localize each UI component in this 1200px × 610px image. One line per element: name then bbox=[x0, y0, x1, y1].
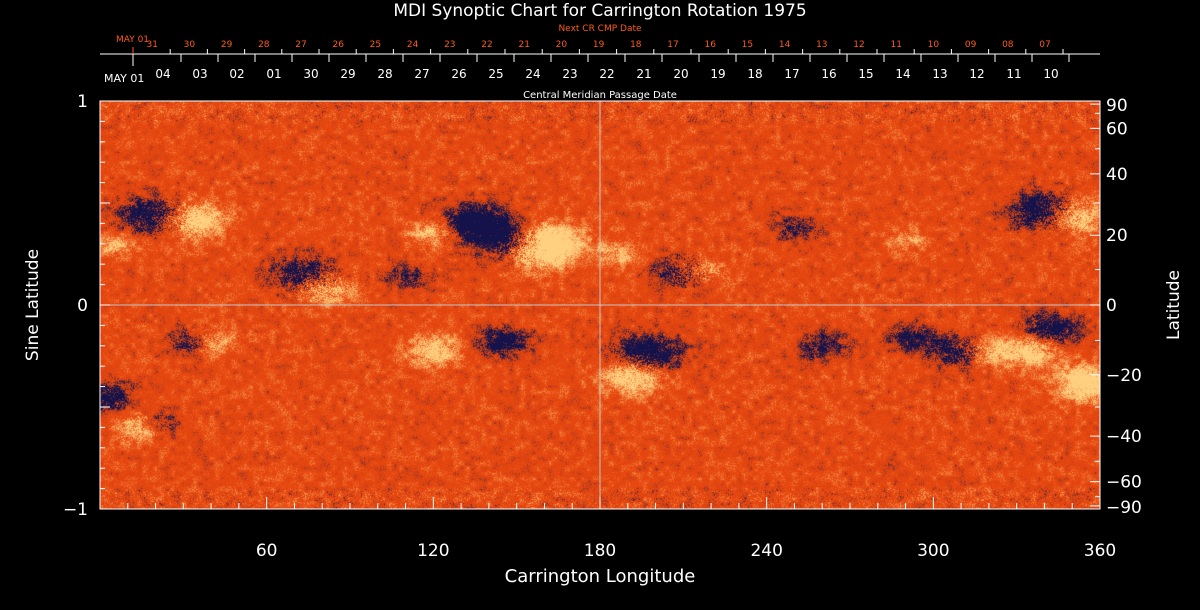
next-cr-date: 26 bbox=[332, 40, 344, 50]
y-right-tick-label: −90 bbox=[1106, 498, 1142, 518]
cmp-date: 27 bbox=[414, 67, 429, 81]
cmp-date-ticks: 04 03 02 01 30 29 28 27 26 25 24 23 22 21 20 19 18 17 16 15… bbox=[132, 54, 1070, 81]
x-tick-label: 180 bbox=[584, 541, 616, 561]
y-right-tick-label: −20 bbox=[1106, 366, 1142, 386]
cmp-axis-label: Central Meridian Passage Date bbox=[523, 90, 677, 101]
cmp-date: 10 bbox=[1043, 67, 1058, 81]
y-axis-right-label: Latitude bbox=[1164, 270, 1184, 340]
next-cr-date: 20 bbox=[556, 40, 568, 50]
next-cr-date: 28 bbox=[258, 40, 270, 50]
next-cr-date: 24 bbox=[407, 40, 419, 50]
x-tick-label: 60 bbox=[256, 541, 278, 561]
y-axis-left-label: Sine Latitude bbox=[23, 249, 43, 361]
cmp-date: 22 bbox=[599, 67, 614, 81]
cmp-date: 02 bbox=[229, 67, 244, 81]
cmp-date: 21 bbox=[636, 67, 651, 81]
next-cr-date-ticks: 31 30 29 28 27 26 25 24 23 22 21 20 19 18 17 16 15 14 13 12… bbox=[132, 40, 1064, 54]
cmp-date: 15 bbox=[858, 67, 873, 81]
cmp-date: 28 bbox=[377, 67, 392, 81]
cmp-date: 26 bbox=[451, 67, 466, 81]
next-cr-date: 07 bbox=[1039, 40, 1050, 50]
y-right-tick-label: −60 bbox=[1106, 473, 1142, 493]
x-tick-label: 360 bbox=[1084, 541, 1116, 561]
x-tick-label: 240 bbox=[750, 541, 782, 561]
y-right-tick-label: 20 bbox=[1106, 226, 1128, 246]
next-cr-date: 08 bbox=[1002, 40, 1014, 50]
cmp-date: 30 bbox=[303, 67, 318, 81]
x-tick-label: 120 bbox=[417, 541, 449, 561]
next-cr-date: 12 bbox=[853, 40, 864, 50]
cmp-date: 14 bbox=[895, 67, 910, 81]
next-cr-date: 29 bbox=[221, 40, 233, 50]
cmp-date: 13 bbox=[932, 67, 947, 81]
x-axis: 60 120 180 240 300 360 bbox=[99, 497, 1116, 561]
next-cr-date: 17 bbox=[667, 40, 678, 50]
chart-title: MDI Synoptic Chart for Carrington Rotati… bbox=[393, 1, 806, 21]
cmp-date: 17 bbox=[784, 67, 799, 81]
next-cr-date: 11 bbox=[890, 40, 901, 50]
cmp-date: 19 bbox=[710, 67, 725, 81]
cmp-date: 25 bbox=[488, 67, 503, 81]
plot-area bbox=[99, 100, 1101, 510]
next-cr-date: 31 bbox=[146, 40, 157, 50]
y-axis-right: 90 60 40 20 0 −20 −40 −60 −90 bbox=[1090, 96, 1142, 518]
y-right-tick-label: 0 bbox=[1106, 296, 1117, 316]
next-cr-date: 19 bbox=[593, 40, 605, 50]
y-right-tick-label: 40 bbox=[1106, 165, 1128, 185]
x-tick-label: 300 bbox=[917, 541, 949, 561]
next-cr-date: 14 bbox=[779, 40, 791, 50]
next-cr-date: 15 bbox=[742, 40, 753, 50]
cmp-date: 29 bbox=[340, 67, 355, 81]
cmp-date: 03 bbox=[192, 67, 207, 81]
cmp-date: 24 bbox=[525, 67, 540, 81]
y-left-tick-label: 1 bbox=[77, 92, 88, 112]
next-cr-date: 30 bbox=[184, 40, 196, 50]
y-left-tick-label: −1 bbox=[63, 500, 88, 520]
y-right-tick-label: −40 bbox=[1106, 427, 1142, 447]
next-cr-date: 16 bbox=[704, 40, 716, 50]
y-left-tick-label: 0 bbox=[77, 296, 88, 316]
next-cr-date: 10 bbox=[928, 40, 940, 50]
cmp-date: 12 bbox=[969, 67, 984, 81]
next-cr-date: 13 bbox=[816, 40, 827, 50]
next-cr-date: 21 bbox=[518, 40, 529, 50]
cmp-date: 16 bbox=[821, 67, 836, 81]
cmp-start-label: MAY 01 bbox=[104, 72, 144, 85]
next-cr-date: 09 bbox=[965, 40, 977, 50]
next-cr-date: 23 bbox=[444, 40, 455, 50]
next-cr-date: 27 bbox=[295, 40, 306, 50]
cmp-date: 18 bbox=[747, 67, 762, 81]
cmp-date: 23 bbox=[562, 67, 577, 81]
next-cr-date: 22 bbox=[481, 40, 492, 50]
x-axis-label: Carrington Longitude bbox=[505, 566, 696, 587]
y-right-tick-label: 90 bbox=[1106, 96, 1128, 116]
cmp-date: 01 bbox=[266, 67, 281, 81]
next-cr-date: 25 bbox=[370, 40, 381, 50]
y-axis-left: −1 0 1 bbox=[63, 92, 110, 520]
cmp-date: 04 bbox=[155, 67, 170, 81]
cmp-date: 20 bbox=[673, 67, 688, 81]
next-cr-axis-label: Next CR CMP Date bbox=[558, 24, 642, 34]
y-right-tick-label: 60 bbox=[1106, 119, 1128, 139]
cmp-date: 11 bbox=[1006, 67, 1021, 81]
next-cr-date: 18 bbox=[630, 40, 642, 50]
next-cr-start-label: MAY 01 bbox=[116, 35, 149, 45]
